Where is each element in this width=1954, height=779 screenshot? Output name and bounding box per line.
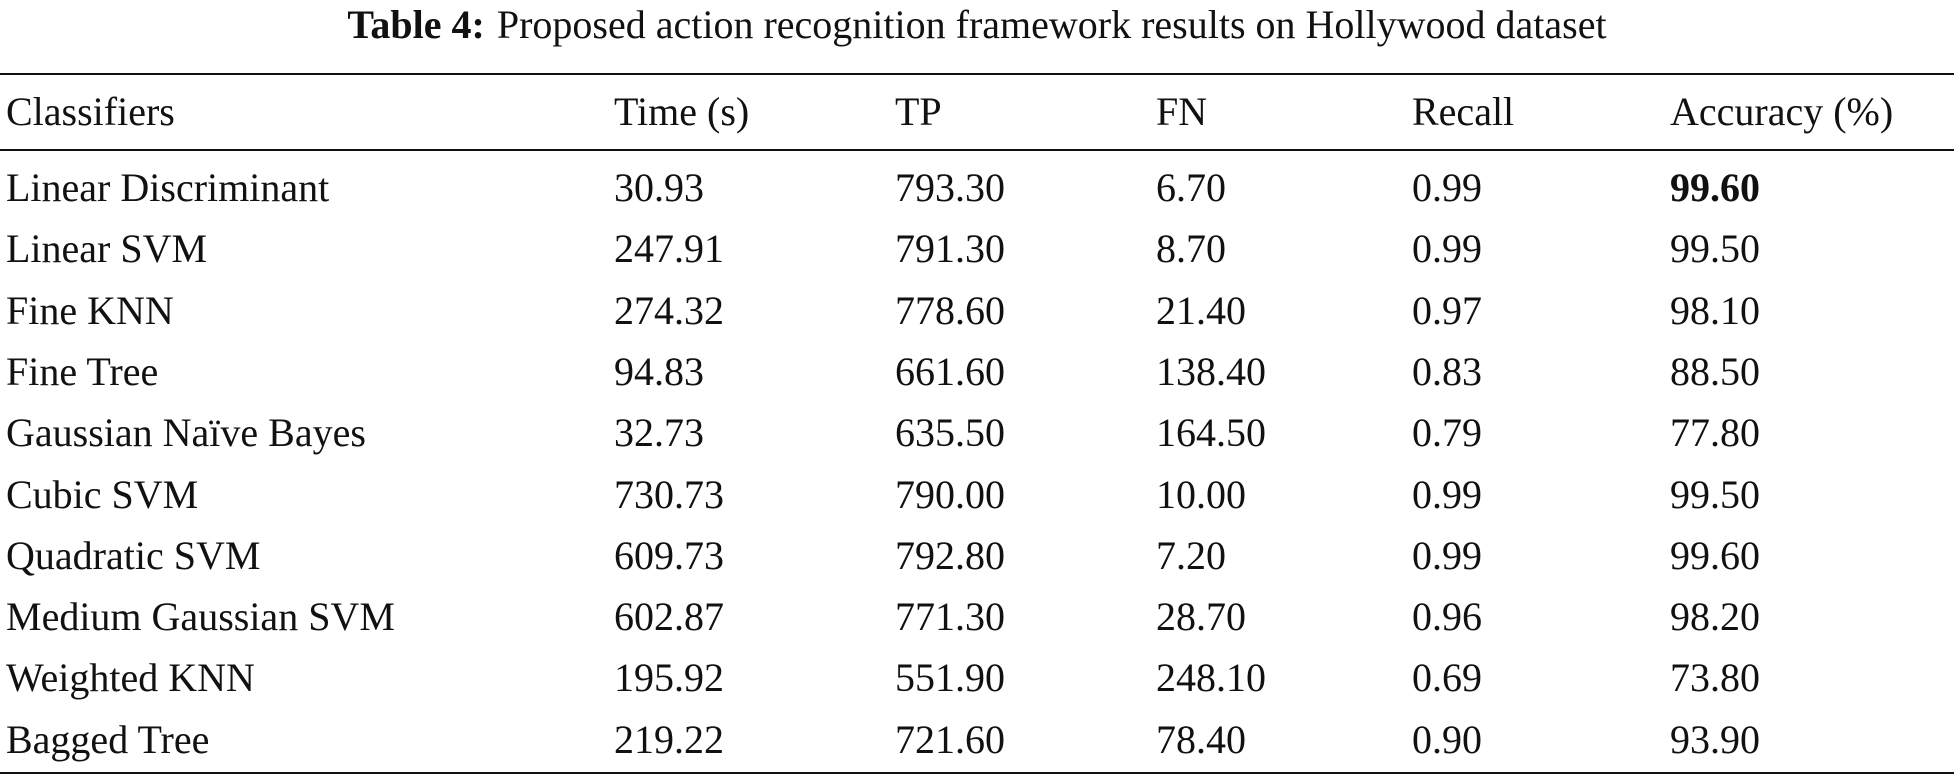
table-cell: 93.90 [1670, 716, 1760, 762]
table-cell: 0.96 [1412, 594, 1482, 640]
table-cell: 28.70 [1156, 594, 1246, 640]
table-cell: 164.50 [1156, 410, 1266, 456]
header-cell: Recall [1412, 89, 1515, 134]
table-cell: 790.00 [895, 471, 1005, 517]
table-cell: 0.83 [1412, 348, 1482, 394]
table-cell: 0.99 [1412, 532, 1482, 578]
table-caption: Table 4: Proposed action recognition fram… [0, 2, 1954, 48]
table-cell: 0.97 [1412, 287, 1482, 333]
caption-text: Proposed action recognition framework re… [496, 2, 1607, 47]
table-cell: 609.73 [614, 532, 724, 578]
table-cell: 99.50 [1670, 226, 1760, 272]
table-cell: 32.73 [614, 410, 704, 456]
table-cell: 195.92 [614, 655, 724, 701]
table-cell: 551.90 [895, 655, 1005, 701]
header-cell: Time (s) [614, 89, 750, 134]
table-cell: 248.10 [1156, 655, 1266, 701]
table-cell: 274.32 [614, 287, 724, 333]
table-cell: 88.50 [1670, 348, 1760, 394]
row-label: Fine KNN [6, 287, 174, 333]
table-cell: 792.80 [895, 532, 1005, 578]
table-cell: 247.91 [614, 226, 724, 272]
row-label: Linear SVM [6, 226, 208, 272]
row-label: Gaussian Naïve Bayes [6, 410, 366, 456]
caption-label: Table 4: [347, 2, 485, 47]
table-cell: 138.40 [1156, 348, 1266, 394]
table-cell: 78.40 [1156, 716, 1246, 762]
table-cell: 793.30 [895, 165, 1005, 210]
row-label: Cubic SVM [6, 471, 199, 517]
table-cell: 77.80 [1670, 410, 1760, 456]
table-cell: 6.70 [1156, 165, 1226, 210]
table-cell: 7.20 [1156, 532, 1226, 578]
table-cell: 0.99 [1412, 471, 1482, 517]
table-cell: 73.80 [1670, 655, 1760, 701]
table-cell: 98.10 [1670, 287, 1760, 333]
table-cell: 30.93 [614, 165, 704, 210]
row-label: Weighted KNN [6, 655, 255, 701]
row-label: Medium Gaussian SVM [6, 594, 395, 640]
header-cell: Classifiers [6, 89, 175, 134]
table-cell: 8.70 [1156, 226, 1226, 272]
table-cell: 0.99 [1412, 165, 1482, 210]
table-cell: 99.50 [1670, 471, 1760, 517]
top-rule [0, 73, 1954, 75]
header-cell: FN [1156, 89, 1208, 134]
table-cell: 661.60 [895, 348, 1005, 394]
header-cell: TP [895, 89, 942, 134]
table-cell: 10.00 [1156, 471, 1246, 517]
bottom-rule [0, 772, 1954, 774]
table-cell: 0.90 [1412, 716, 1482, 762]
mid-rule [0, 149, 1954, 151]
table-cell: 635.50 [895, 410, 1005, 456]
row-label: Fine Tree [6, 348, 159, 394]
row-label: Bagged Tree [6, 716, 210, 762]
table-cell: 99.60 [1670, 165, 1760, 210]
table-cell: 94.83 [614, 348, 704, 394]
table-cell: 721.60 [895, 716, 1005, 762]
table-cell: 0.69 [1412, 655, 1482, 701]
table-cell: 0.79 [1412, 410, 1482, 456]
table-cell: 98.20 [1670, 594, 1760, 640]
table-cell: 0.99 [1412, 226, 1482, 272]
table-cell: 778.60 [895, 287, 1005, 333]
table-cell: 791.30 [895, 226, 1005, 272]
header-cell: Accuracy (%) [1670, 89, 1894, 134]
table-cell: 219.22 [614, 716, 724, 762]
table-cell: 730.73 [614, 471, 724, 517]
row-label: Linear Discriminant [6, 165, 330, 210]
row-label: Quadratic SVM [6, 532, 261, 578]
table-cell: 99.60 [1670, 532, 1760, 578]
table-cell: 21.40 [1156, 287, 1246, 333]
table-cell: 771.30 [895, 594, 1005, 640]
table-cell: 602.87 [614, 594, 724, 640]
